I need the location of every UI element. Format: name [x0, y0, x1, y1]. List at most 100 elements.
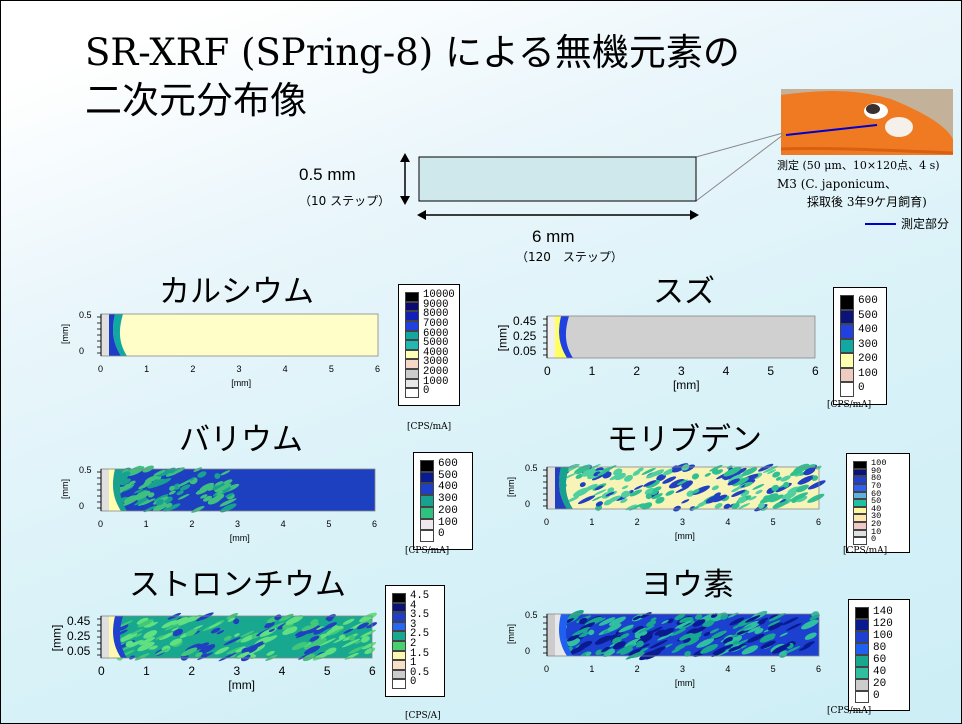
x-tick-label: 1 — [144, 364, 150, 374]
scale-label: 400 — [438, 481, 458, 494]
scale-swatch — [392, 612, 406, 622]
heatmap-patch — [803, 641, 815, 648]
heatmap-patch — [652, 486, 662, 493]
heatmap-patch — [227, 617, 236, 622]
heatmap-patch — [641, 502, 653, 510]
heatmap-patch — [176, 490, 184, 496]
scale-label: 300 — [858, 338, 878, 351]
heatmap-patch — [594, 635, 612, 645]
heatmap-patch — [117, 620, 133, 628]
scale-swatch — [405, 311, 419, 321]
heatmap-patch — [166, 503, 181, 511]
heatmap-patch — [195, 612, 214, 622]
heatmap-patch — [185, 628, 198, 637]
heatmap-patch — [640, 633, 653, 641]
edge-band-inner — [555, 316, 567, 358]
heatmap-patch — [591, 474, 605, 481]
heatmap-patch — [572, 626, 591, 636]
scale-label: 100 — [873, 630, 893, 642]
heatmap-patch — [262, 635, 278, 643]
heatmap-patch — [767, 622, 783, 631]
x-tick-label: 0 — [544, 364, 551, 378]
heatmap-patch — [251, 641, 266, 649]
scale-label: 60 — [873, 654, 887, 666]
y-tick-label: 0 — [79, 501, 85, 511]
heatmap-patch — [803, 467, 816, 476]
heatmap-patch — [324, 622, 337, 630]
heatmap-patch — [684, 650, 691, 657]
heatmap-patch — [282, 623, 291, 630]
heatmap-patch — [620, 490, 630, 498]
heatmap-patch — [134, 633, 143, 638]
heatmap-patch — [567, 496, 579, 503]
heatmap-patch — [638, 625, 655, 634]
heatmap-patch — [629, 489, 643, 497]
heatmap-patch — [581, 468, 596, 477]
growth-band — [113, 616, 127, 658]
heatmap-patch — [359, 612, 377, 623]
heatmap-patch — [809, 614, 820, 621]
heatmap-patch — [128, 480, 136, 486]
heatmap-patch — [159, 632, 175, 641]
heatmap-patch — [694, 614, 703, 620]
calcium-heatmap — [97, 313, 379, 357]
heatmap-patch — [567, 638, 581, 647]
molybdenum-title: モリブデン — [607, 422, 762, 458]
heatmap-patch — [745, 615, 761, 623]
heatmap-patch — [177, 493, 190, 500]
heatmap-patch — [720, 613, 729, 620]
heatmap-patch — [761, 493, 779, 503]
heatmap-patch — [658, 627, 675, 637]
scale-swatch — [405, 320, 419, 331]
heatmap-patch — [356, 622, 369, 630]
x-tick-label: 4 — [725, 664, 731, 674]
x-tick-label: 5 — [767, 364, 775, 378]
heatmap-patch — [310, 637, 327, 648]
heatmap-patch — [771, 484, 779, 492]
heatmap-patch — [705, 495, 721, 504]
heatmap-patch — [785, 646, 801, 654]
scale-swatch — [420, 460, 434, 472]
heatmap-patch — [210, 627, 221, 634]
x-axis-label: [mm] — [674, 531, 695, 541]
heatmap-patch — [342, 618, 355, 625]
scale-swatch — [853, 537, 867, 545]
x-tick-label: 5 — [326, 519, 332, 529]
scale-swatch — [405, 359, 419, 370]
x-tick-label: 6 — [816, 664, 822, 674]
heatmap-patch — [712, 645, 730, 655]
x-tick-label: 3 — [680, 517, 686, 527]
heatmap-patch — [180, 484, 191, 491]
heatmap-patch — [164, 623, 180, 631]
heatmap-patch — [348, 646, 364, 654]
heatmap-patch — [147, 478, 166, 489]
heatmap-patch — [625, 651, 644, 660]
heatmap-patch — [294, 630, 306, 637]
heatmap-patch — [702, 620, 713, 627]
heatmap-patch — [216, 630, 225, 635]
x-tick-label: 5 — [328, 364, 334, 374]
heatmap-patch — [724, 640, 734, 646]
heatmap-patch — [124, 495, 138, 504]
heatmap-patch — [623, 475, 634, 482]
heatmap-patch — [748, 495, 757, 501]
x-tick-label: 2 — [634, 517, 640, 527]
scale-swatch — [392, 660, 406, 670]
heatmap-patch — [616, 644, 635, 654]
heatmap-patch — [136, 617, 149, 625]
x-tick-label: 2 — [190, 364, 196, 374]
heatmap-patch — [757, 617, 769, 624]
heatmap-patch — [309, 635, 320, 642]
y-axis-label: [mm] — [60, 479, 70, 499]
heatmap-patch — [575, 473, 584, 479]
scale-swatch — [855, 679, 869, 691]
y-tick-label: 0.25 — [513, 329, 537, 343]
heatmap-patch — [786, 623, 802, 631]
heatmap-patch — [746, 633, 765, 643]
scale-label: 3 — [410, 618, 417, 631]
heatmap-patch — [143, 505, 157, 513]
heatmap-patch — [133, 490, 151, 501]
scale-label: 80 — [873, 642, 887, 654]
growth-band — [113, 469, 127, 511]
heatmap-patch — [646, 620, 657, 627]
